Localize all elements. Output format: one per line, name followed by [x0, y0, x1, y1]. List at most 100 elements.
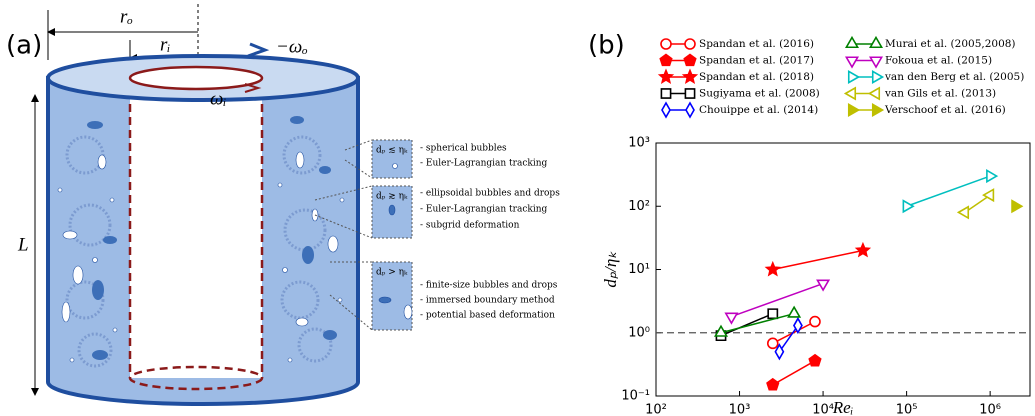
legend-marker	[657, 68, 675, 84]
legend-marker	[843, 86, 857, 101]
shape	[103, 236, 117, 244]
shape	[323, 330, 337, 340]
legend-marker	[844, 56, 860, 69]
marker	[809, 315, 821, 328]
annotation-item: - immersed boundary method	[420, 296, 555, 306]
series-line	[778, 325, 799, 353]
legend-marker	[685, 101, 695, 119]
shape	[337, 297, 343, 303]
x-tick-label: 10⁶	[979, 403, 1001, 416]
marker	[808, 353, 822, 367]
marker	[854, 241, 872, 258]
marker	[902, 199, 915, 214]
inner-radius-label: rᵢ	[160, 34, 170, 55]
y-tick-label: 10⁰	[628, 325, 650, 340]
annotation-item: - finite-size bubbles and drops	[420, 281, 558, 291]
shape	[302, 246, 314, 264]
legend-marker	[684, 88, 696, 99]
y-tick-label: 10⁻¹	[621, 389, 650, 404]
legend-label: Spandan et al. (2016)	[699, 38, 814, 50]
series-line	[731, 282, 824, 318]
inner-bottom	[128, 365, 264, 391]
shape	[57, 187, 63, 193]
x-tick-label: 10²	[645, 403, 667, 416]
leader-lines	[314, 139, 373, 331]
box-bubbles	[378, 163, 413, 320]
legend-label: Chouippe et al. (2014)	[699, 104, 818, 116]
legend-label: van den Berg et al. (2005)	[884, 71, 1024, 83]
shape	[319, 166, 331, 174]
legend-marker	[844, 35, 860, 49]
marker	[793, 316, 803, 335]
annotation-item: - spherical bubbles	[420, 144, 507, 154]
marker	[986, 169, 999, 184]
shape	[277, 182, 283, 188]
legend-label: Spandan et al. (2018)	[699, 71, 814, 83]
annotation-condition: dₚ > ηₖ	[376, 268, 408, 278]
legend-marker	[660, 88, 672, 99]
shape	[61, 301, 71, 323]
shape	[87, 121, 103, 129]
annotation-condition: dₚ ≲ ηₖ	[376, 146, 408, 156]
marker	[713, 324, 729, 337]
x-tick-label: 10⁵	[896, 403, 918, 416]
shape	[283, 208, 327, 252]
shape	[344, 159, 373, 179]
deformed-drops	[87, 116, 337, 360]
x-tick-label: 10³	[729, 403, 751, 416]
marker	[774, 343, 785, 361]
series-line	[772, 360, 816, 386]
annotation-item: - subgrid deformation	[420, 221, 520, 231]
shape	[92, 257, 98, 263]
shape	[403, 304, 413, 320]
legend-label: Spandan et al. (2017)	[699, 55, 814, 67]
shape	[65, 280, 105, 320]
shape	[344, 139, 373, 151]
marker	[766, 337, 779, 350]
legend-marker	[681, 68, 699, 84]
marker	[766, 377, 780, 391]
y-tick-label: 10¹	[628, 262, 650, 277]
shape	[97, 154, 107, 170]
shape	[77, 332, 113, 368]
shape	[392, 163, 398, 169]
legend-marker	[660, 38, 672, 50]
series-line	[772, 249, 864, 271]
legend-marker	[847, 102, 861, 118]
shape	[378, 296, 392, 304]
rotation-arrow	[244, 83, 262, 93]
marker	[724, 312, 739, 325]
inner-cylinder	[130, 78, 262, 378]
legend-label: Murai et al. (2005,2008)	[885, 38, 1016, 50]
series-line	[720, 312, 795, 334]
shape	[295, 151, 305, 169]
shape	[297, 327, 333, 363]
marker	[816, 279, 831, 292]
vortices	[65, 135, 333, 368]
marker	[1011, 199, 1024, 214]
outer-rotation-label: −ωₒ	[276, 36, 308, 57]
marker	[764, 260, 781, 277]
series-line	[906, 175, 991, 207]
series-line	[964, 194, 991, 213]
legend-label: van Gils et al. (2013)	[884, 88, 996, 100]
shape	[327, 235, 339, 253]
annotation-item: - Euler-Lagrangian tracking	[420, 205, 548, 215]
annotation-boxes	[371, 139, 413, 331]
shape	[314, 185, 373, 201]
y-tick-label: 10³	[628, 136, 650, 151]
shape	[109, 197, 115, 203]
annotation-condition: dₚ ≳ ηₖ	[376, 192, 408, 202]
shape	[92, 280, 104, 300]
annotation-item: - Euler-Lagrangian tracking	[420, 159, 548, 169]
legend-marker	[847, 69, 861, 85]
plot-frame	[655, 142, 1031, 397]
marker	[982, 188, 995, 203]
shape	[388, 204, 396, 216]
marker	[956, 205, 970, 220]
shape	[62, 230, 78, 240]
shape	[290, 116, 304, 124]
y-tick-label: 10²	[628, 199, 650, 214]
shape	[69, 357, 75, 363]
legend-marker	[868, 56, 884, 69]
